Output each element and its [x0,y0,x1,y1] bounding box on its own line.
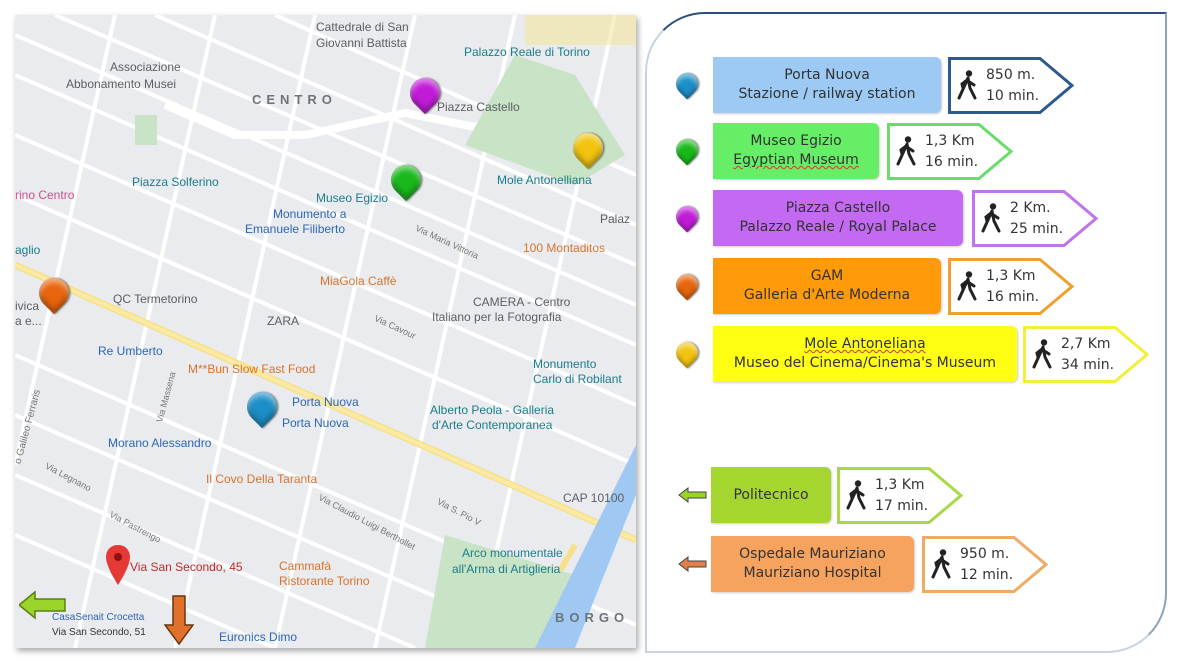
map-label[interactable]: 100 Montaditos [523,241,606,255]
map-label: Monumento [533,357,597,371]
destination-label-box: Mole Antoneliana Museo del Cinema/Cinema'… [713,326,1017,382]
map-label[interactable]: Porta Nuova [282,416,349,430]
map-label: aglio [15,243,41,257]
arrow-left-icon [678,487,707,503]
distance-value: 1,3 Km [925,133,975,149]
map-label[interactable]: Museo Egizio [316,191,389,205]
destination-subtitle: Egyptian Museum [733,152,859,168]
destination-label-box: Politecnico [711,467,831,523]
arrow-left-icon [678,556,707,572]
map-label[interactable]: Il Covo Della Taranta [206,472,318,486]
map-label: Via San Secondo, 51 [52,627,146,638]
distance-value: 2 Km. [1010,200,1051,216]
walking-time: 17 min. [875,498,929,514]
map-label: Associazione [110,60,181,74]
destination-title: Piazza Castello [785,200,891,216]
legend-panel [645,12,1167,653]
map-label[interactable]: QC Termetorino [113,292,198,306]
destination-title: Museo Egizio [750,133,842,149]
map-label[interactable]: Piazza Solferino [132,175,219,189]
distance-sign: 1,3 Km 17 min. [837,467,965,524]
map-label[interactable]: Carlo di Robilant [533,372,622,386]
district-label: CENTRO [252,92,337,107]
map-label: Monumento a [273,207,347,221]
map-label: Arco monumentale [462,546,563,560]
walking-time: 16 min. [925,154,979,170]
destination-label-box: Porta Nuova Stazione / railway station [713,57,941,113]
destination-subtitle: Galleria d'Arte Moderna [743,287,911,303]
map-label[interactable]: M**Bun Slow Fast Food [188,362,316,376]
map-label: a e... [15,314,42,328]
walking-time: 10 min. [986,88,1040,104]
map-label: rino Centro [15,188,75,202]
map-label[interactable]: CAP 10100 [563,491,625,505]
map-label[interactable]: CasaSenait Crocetta [52,612,145,623]
distance-value: 1,3 Km [875,477,925,493]
destination-subtitle: Mauriziano Hospital [743,565,882,581]
arrow-down-icon [164,595,194,645]
map-label[interactable]: Emanuele Filiberto [245,222,346,236]
destination-subtitle: Museo del Cinema/Cinema's Museum [733,355,997,371]
map-label[interactable]: Ristorante Torino [279,574,370,588]
map-label[interactable]: Euronics Dimo [219,630,298,644]
map-label[interactable]: Porta Nuova [292,395,359,409]
destination-title: Politecnico [733,486,809,503]
district-label: BORGO [555,610,630,625]
map-label: Alberto Peola - Galleria [430,403,555,417]
map-label[interactable]: d'Arte Contemporanea [432,418,553,432]
destination-subtitle: Palazzo Reale / Royal Palace [739,219,937,235]
destination-label-box: Ospedale Mauriziano Mauriziano Hospital [711,536,914,592]
distance-sign: 1,3 Km 16 min. [948,258,1076,315]
map-label[interactable]: Mole Antonelliana [497,173,592,187]
destination-title: GAM [810,268,844,284]
destination-label-box: Piazza Castello Palazzo Reale / Royal Pal… [713,190,963,246]
map-label[interactable]: Abbonamento Musei [66,77,177,91]
destination-title: Ospedale Mauriziano [739,546,886,562]
distance-value: 950 m. [960,546,1010,562]
distance-sign: 850 m. 10 min. [948,57,1076,114]
distance-value: 1,3 Km [986,268,1036,284]
map-label[interactable]: MiaGola Caffè [320,274,397,288]
arrow-left-icon [19,590,66,620]
distance-sign: 2 Km. 25 min. [972,190,1100,247]
map-label[interactable]: Morano Alessandro [108,436,212,450]
map-label[interactable]: Re Umberto [98,344,163,358]
walking-time: 25 min. [1010,221,1064,237]
map-label[interactable]: Palazzo Reale di Torino [464,45,590,59]
distance-sign: 1,3 Km 16 min. [887,123,1015,180]
distance-sign: 950 m. 12 min. [922,536,1050,593]
map-label[interactable]: Piazza Castello [437,100,520,114]
destination-title: Mole Antoneliana [804,336,926,352]
map[interactable]: Cattedrale di San Giovanni Battista Pala… [15,15,636,648]
road-network [15,15,636,648]
map-label: Palaz [600,212,631,226]
map-label: CAMERA - Centro [473,295,571,309]
map-label[interactable]: Italiano per la Fotografia [432,310,562,324]
map-label[interactable]: all'Arma di Artiglieria [452,562,561,576]
destination-title: Porta Nuova [784,67,870,83]
map-label: ivica [15,299,40,313]
map-label[interactable]: ZARA [267,314,300,328]
destination-subtitle: Stazione / railway station [738,86,916,102]
distance-sign: 2,7 Km 34 min. [1023,326,1151,383]
destination-label-box: GAM Galleria d'Arte Moderna [713,258,941,314]
address-label[interactable]: Via San Secondo, 45 [130,560,243,574]
walking-time: 12 min. [960,567,1014,583]
distance-value: 850 m. [986,67,1036,83]
map-label: Cattedrale di San [316,20,409,34]
map-label: Giovanni Battista [316,36,407,50]
home-marker-icon[interactable] [106,545,130,585]
walking-time: 16 min. [986,289,1040,305]
map-label: Cammafà [279,559,332,573]
destination-label-box: Museo Egizio Egyptian Museum [713,123,879,179]
walking-time: 34 min. [1061,357,1115,373]
distance-value: 2,7 Km [1061,336,1111,352]
